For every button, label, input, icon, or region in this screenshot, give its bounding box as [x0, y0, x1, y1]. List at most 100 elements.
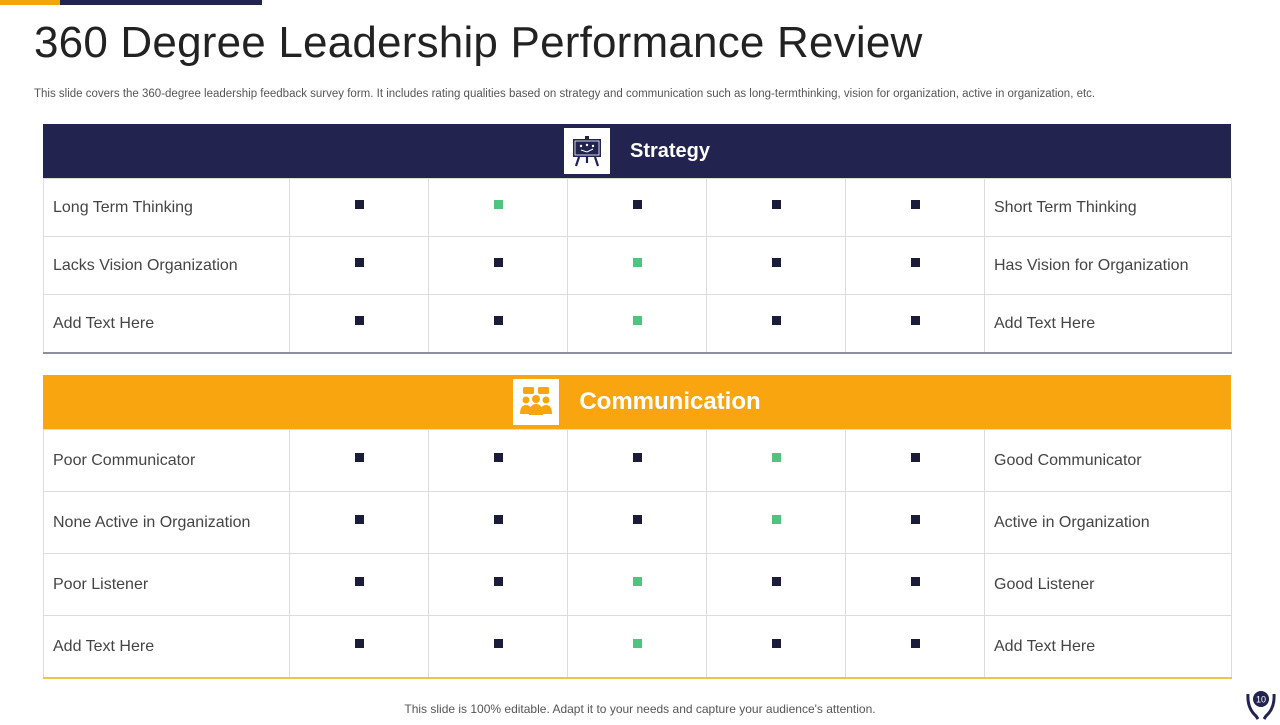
rating-cell[interactable] — [289, 615, 429, 679]
accent-bar-yellow — [0, 0, 60, 5]
rating-marker[interactable] — [354, 638, 364, 648]
rating-marker[interactable] — [910, 315, 920, 325]
row-label-left: Poor Communicator — [43, 429, 290, 492]
rating-cell[interactable] — [706, 178, 846, 237]
row-label-left: Add Text Here — [43, 615, 290, 679]
table-row: Add Text Here Add Text Here — [43, 294, 1232, 354]
rating-cell[interactable] — [706, 553, 846, 616]
rating-cell[interactable] — [289, 236, 429, 295]
rating-cell[interactable] — [428, 491, 568, 554]
strategy-section: Strategy Long Term Thinking Short Term Th… — [43, 124, 1232, 354]
rating-cell[interactable] — [567, 615, 707, 679]
rating-marker[interactable] — [493, 257, 503, 267]
table-row: Add Text Here Add Text Here — [43, 615, 1232, 679]
page-title: 360 Degree Leadership Performance Review — [34, 18, 923, 67]
row-label-right: Add Text Here — [984, 615, 1232, 679]
rating-cell[interactable] — [845, 294, 985, 354]
rating-marker-selected[interactable] — [771, 452, 781, 462]
rating-cell[interactable] — [845, 553, 985, 616]
page-subtitle: This slide covers the 360-degree leaders… — [34, 88, 1096, 100]
table-row: Poor Communicator Good Communicator — [43, 429, 1232, 492]
row-label-left: Add Text Here — [43, 294, 290, 354]
rating-marker[interactable] — [493, 514, 503, 524]
row-label-right: Short Term Thinking — [984, 178, 1232, 237]
row-label-left: None Active in Organization — [43, 491, 290, 554]
rating-marker[interactable] — [771, 199, 781, 209]
rating-cell[interactable] — [845, 429, 985, 492]
communication-section: Communication Poor Communicator Good Comm… — [43, 375, 1232, 679]
rating-cell[interactable] — [567, 294, 707, 354]
rating-marker[interactable] — [910, 514, 920, 524]
strategy-header: Strategy — [43, 124, 1231, 178]
rating-cell[interactable] — [567, 491, 707, 554]
rating-marker-selected[interactable] — [493, 199, 503, 209]
rating-marker[interactable] — [493, 452, 503, 462]
rating-marker-selected[interactable] — [632, 257, 642, 267]
rating-marker[interactable] — [354, 315, 364, 325]
rating-cell[interactable] — [845, 178, 985, 237]
rating-marker[interactable] — [771, 257, 781, 267]
rating-cell[interactable] — [289, 178, 429, 237]
rating-cell[interactable] — [706, 491, 846, 554]
table-row: None Active in Organization Active in Or… — [43, 491, 1232, 554]
communication-header: Communication — [43, 375, 1231, 429]
row-label-left: Long Term Thinking — [43, 178, 290, 237]
row-label-left: Poor Listener — [43, 553, 290, 616]
rating-marker[interactable] — [493, 315, 503, 325]
rating-marker[interactable] — [354, 257, 364, 267]
rating-cell[interactable] — [428, 178, 568, 237]
rating-marker-selected[interactable] — [632, 638, 642, 648]
rating-marker[interactable] — [632, 199, 642, 209]
rating-cell[interactable] — [289, 491, 429, 554]
row-label-left: Lacks Vision Organization — [43, 236, 290, 295]
rating-cell[interactable] — [845, 236, 985, 295]
row-label-right: Active in Organization — [984, 491, 1232, 554]
accent-bar-navy — [60, 0, 262, 5]
rating-cell[interactable] — [706, 615, 846, 679]
rating-marker[interactable] — [771, 315, 781, 325]
rating-cell[interactable] — [428, 429, 568, 492]
rating-cell[interactable] — [289, 294, 429, 354]
rating-marker[interactable] — [493, 638, 503, 648]
rating-cell[interactable] — [567, 236, 707, 295]
rating-cell[interactable] — [289, 429, 429, 492]
rating-marker[interactable] — [771, 638, 781, 648]
rating-marker[interactable] — [493, 576, 503, 586]
rating-marker[interactable] — [910, 452, 920, 462]
rating-marker-selected[interactable] — [632, 576, 642, 586]
hands-holding-icon: 10 — [1246, 691, 1276, 720]
rating-marker[interactable] — [632, 452, 642, 462]
rating-cell[interactable] — [289, 553, 429, 616]
rating-marker[interactable] — [632, 514, 642, 524]
rating-cell[interactable] — [428, 615, 568, 679]
rating-marker[interactable] — [910, 257, 920, 267]
group-chat-icon — [513, 379, 560, 425]
page-number-badge: 10 — [1244, 686, 1278, 720]
rating-cell[interactable] — [845, 615, 985, 679]
footer-note: This slide is 100% editable. Adapt it to… — [404, 702, 876, 716]
rating-cell[interactable] — [567, 178, 707, 237]
rating-cell[interactable] — [706, 294, 846, 354]
rating-cell[interactable] — [567, 553, 707, 616]
rating-cell[interactable] — [706, 429, 846, 492]
rating-cell[interactable] — [428, 236, 568, 295]
rating-marker[interactable] — [771, 576, 781, 586]
rating-marker-selected[interactable] — [771, 514, 781, 524]
rating-cell[interactable] — [428, 294, 568, 354]
presentation-board-icon — [563, 128, 610, 174]
rating-marker-selected[interactable] — [632, 315, 642, 325]
table-row: Long Term Thinking Short Term Thinking — [43, 178, 1232, 237]
row-label-right: Add Text Here — [984, 294, 1232, 354]
rating-marker[interactable] — [910, 199, 920, 209]
rating-marker[interactable] — [354, 576, 364, 586]
rating-marker[interactable] — [910, 638, 920, 648]
rating-marker[interactable] — [910, 576, 920, 586]
rating-marker[interactable] — [354, 199, 364, 209]
communication-title: Communication — [579, 388, 761, 415]
rating-cell[interactable] — [428, 553, 568, 616]
rating-cell[interactable] — [845, 491, 985, 554]
rating-marker[interactable] — [354, 514, 364, 524]
rating-cell[interactable] — [567, 429, 707, 492]
rating-marker[interactable] — [354, 452, 364, 462]
rating-cell[interactable] — [706, 236, 846, 295]
